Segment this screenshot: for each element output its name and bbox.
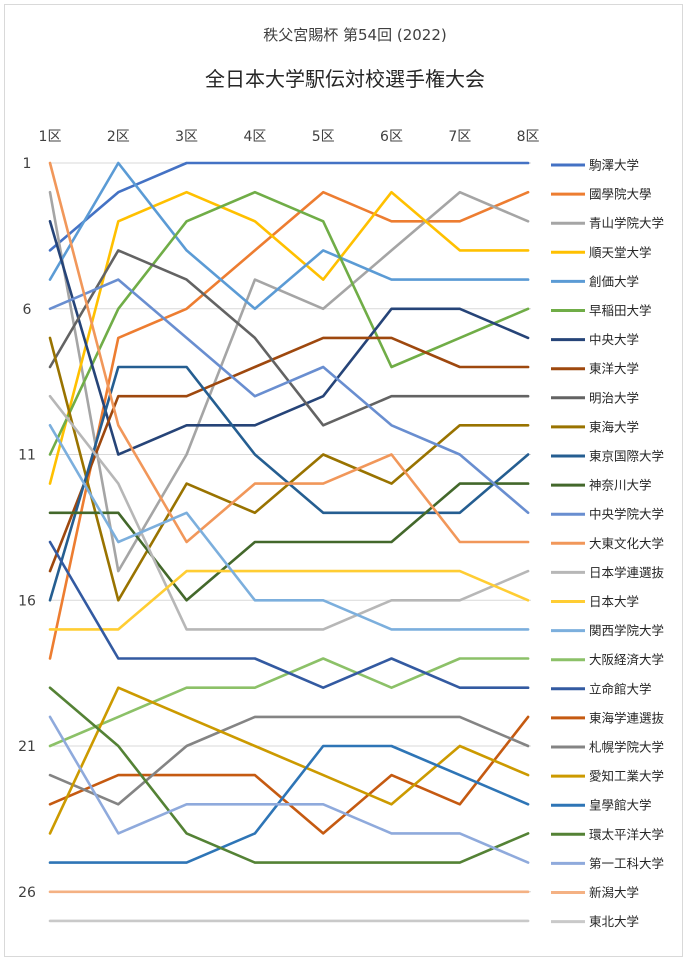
series-lines — [48, 161, 530, 923]
legend-label: 明治大学 — [589, 390, 639, 405]
series-line-24 — [48, 686, 530, 864]
series-line-15 — [48, 394, 530, 631]
series-line-16 — [48, 569, 530, 631]
y-tick-label: 21 — [18, 739, 36, 755]
x-tick-label: 2区 — [107, 129, 130, 145]
legend-label: 愛知工業大学 — [589, 769, 664, 784]
legend-label: 中央大学 — [589, 332, 639, 347]
series-line-7 — [48, 220, 530, 456]
x-tick-label: 3区 — [175, 129, 198, 145]
legend-label: 大東文化大学 — [589, 536, 664, 551]
gridlines — [50, 162, 531, 893]
y-tick-label: 16 — [18, 593, 36, 609]
legend-label: 東京国際大学 — [589, 449, 664, 464]
series-line-1 — [48, 161, 530, 252]
legend-label: 札幌学院大学 — [589, 740, 664, 755]
series-line-20 — [48, 715, 530, 835]
series-line-18 — [48, 657, 530, 748]
legend: 駒澤大学國學院大學青山学院大学順天堂大学創価大学早稲田大学中央大学東洋大学明治大… — [551, 158, 665, 929]
y-tick-label: 6 — [23, 302, 32, 318]
legend-label: 関西学院大学 — [589, 623, 664, 638]
legend-label: 東洋大学 — [589, 361, 639, 376]
x-tick-label: 4区 — [243, 129, 266, 145]
series-line-19 — [48, 540, 530, 690]
y-tick-label: 1 — [23, 156, 32, 172]
legend-label: 日本学連選抜 — [589, 565, 665, 580]
series-line-25 — [48, 715, 530, 864]
legend-label: 東海学連選抜 — [589, 710, 665, 725]
series-line-8 — [48, 336, 530, 573]
legend-label: 東北大学 — [589, 914, 639, 929]
series-line-22 — [48, 686, 530, 835]
y-tick-label: 26 — [18, 885, 36, 901]
series-line-10 — [48, 336, 530, 602]
series-line-13 — [48, 278, 530, 515]
series-line-3 — [48, 190, 530, 573]
y-tick-label: 11 — [18, 448, 36, 464]
legend-label: 日本大学 — [589, 594, 639, 609]
legend-label: 駒澤大学 — [589, 158, 639, 173]
chart-title: 全日本大学駅伝対校選手権大会 — [205, 67, 485, 91]
legend-label: 中央学院大学 — [589, 507, 664, 522]
x-tick-label: 8区 — [517, 129, 540, 145]
legend-label: 環太平洋大学 — [589, 827, 664, 842]
legend-label: 青山学院大学 — [589, 216, 664, 231]
legend-label: 第一工科大学 — [589, 856, 664, 871]
series-line-14 — [48, 161, 530, 544]
legend-label: 立命館大学 — [589, 681, 652, 696]
legend-label: 大阪経済大学 — [589, 652, 664, 667]
series-line-6 — [48, 190, 530, 456]
series-line-2 — [48, 190, 530, 660]
legend-label: 創価大学 — [589, 274, 639, 289]
x-tick-label: 6区 — [380, 129, 403, 145]
legend-label: 神奈川大学 — [589, 478, 652, 493]
x-tick-label: 5区 — [312, 129, 335, 145]
series-line-5 — [48, 161, 530, 311]
series-line-23 — [48, 744, 530, 864]
series-line-4 — [48, 190, 530, 485]
legend-label: 順天堂大学 — [589, 245, 652, 260]
x-tick-label: 1区 — [39, 129, 62, 145]
legend-label: 國學院大學 — [589, 187, 652, 202]
series-line-17 — [48, 423, 530, 631]
series-line-21 — [48, 715, 530, 806]
legend-label: 早稲田大学 — [589, 303, 652, 318]
x-axis-tick-labels: 1区 2区 3区 4区 5区 6区 7区 8区 — [39, 129, 540, 145]
chart-subtitle: 秩父宮賜杯 第54回 (2022) — [263, 26, 447, 44]
legend-label: 皇學館大学 — [589, 798, 652, 813]
series-line-12 — [48, 482, 530, 602]
legend-label: 東海大学 — [589, 419, 639, 434]
x-tick-label: 7区 — [448, 129, 471, 145]
legend-label: 新潟大学 — [589, 885, 639, 900]
